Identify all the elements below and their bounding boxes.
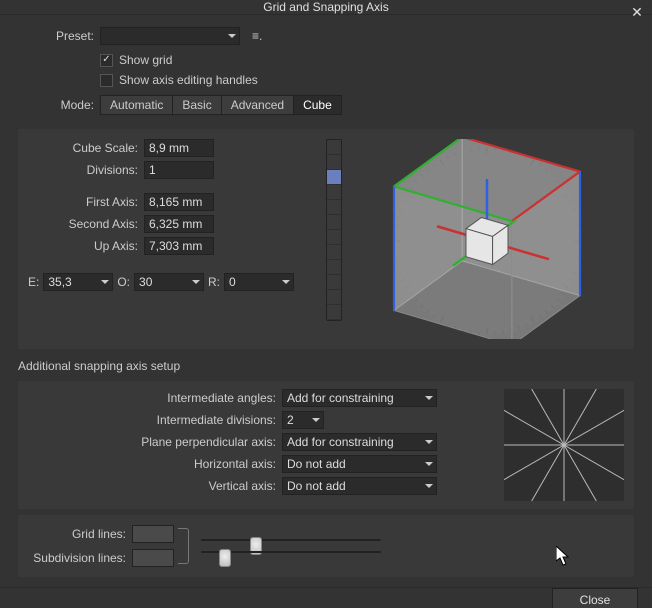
grid-lines-color-swatch[interactable] bbox=[132, 525, 174, 543]
vertical-axis-select[interactable]: Do not add bbox=[282, 477, 437, 495]
link-icon[interactable] bbox=[178, 528, 189, 564]
show-grid-label: Show grid bbox=[119, 53, 172, 67]
e-label: E: bbox=[28, 275, 39, 289]
vertical-axis-value: Do not add bbox=[287, 479, 346, 493]
chevron-down-icon bbox=[425, 396, 433, 400]
mode-tab-automatic[interactable]: Automatic bbox=[101, 96, 173, 114]
o-value: 30 bbox=[139, 275, 152, 289]
second-axis-input[interactable] bbox=[144, 215, 214, 233]
r-value: 0 bbox=[229, 275, 236, 289]
chevron-down-icon bbox=[425, 484, 433, 488]
mode-tabs: Automatic Basic Advanced Cube bbox=[100, 95, 342, 115]
mode-tab-basic[interactable]: Basic bbox=[173, 96, 221, 114]
second-axis-label: Second Axis: bbox=[28, 217, 138, 231]
up-axis-label: Up Axis: bbox=[28, 239, 138, 253]
intermediate-divisions-label: Intermediate divisions: bbox=[28, 413, 276, 427]
first-axis-input[interactable] bbox=[144, 193, 214, 211]
show-axis-handles-label: Show axis editing handles bbox=[119, 73, 258, 87]
cube-orientation-preview[interactable] bbox=[382, 139, 592, 339]
mode-tab-cube[interactable]: Cube bbox=[294, 96, 341, 114]
grid-lines-label: Grid lines: bbox=[28, 527, 126, 541]
vertical-axis-label: Vertical axis: bbox=[28, 479, 276, 493]
chevron-down-icon bbox=[282, 280, 290, 284]
subdivision-lines-color-swatch[interactable] bbox=[132, 549, 174, 567]
o-label: O: bbox=[117, 275, 130, 289]
chevron-down-icon bbox=[101, 280, 109, 284]
close-button[interactable]: Close bbox=[552, 588, 638, 608]
chevron-down-icon bbox=[228, 34, 236, 38]
chevron-down-icon bbox=[425, 440, 433, 444]
cube-scale-input[interactable] bbox=[144, 139, 214, 157]
intermediate-divisions-select[interactable]: 2 bbox=[282, 411, 324, 429]
o-select[interactable]: 30 bbox=[134, 273, 204, 291]
chevron-down-icon bbox=[312, 418, 320, 422]
horizontal-axis-label: Horizontal axis: bbox=[28, 457, 276, 471]
r-label: R: bbox=[208, 275, 220, 289]
show-grid-checkbox[interactable] bbox=[100, 54, 113, 67]
divisions-input[interactable] bbox=[144, 161, 214, 179]
mode-label: Mode: bbox=[54, 98, 94, 112]
chevron-down-icon bbox=[425, 462, 433, 466]
plane-perp-value: Add for constraining bbox=[287, 435, 394, 449]
preset-label: Preset: bbox=[54, 29, 94, 43]
e-select[interactable]: 35,3 bbox=[43, 273, 113, 291]
subdivision-lines-slider[interactable] bbox=[201, 551, 381, 553]
mode-tab-advanced[interactable]: Advanced bbox=[222, 96, 294, 114]
first-axis-label: First Axis: bbox=[28, 195, 138, 209]
intermediate-angles-value: Add for constraining bbox=[287, 391, 394, 405]
divisions-label: Divisions: bbox=[28, 163, 138, 177]
additional-snapping-title: Additional snapping axis setup bbox=[18, 359, 634, 373]
intermediate-divisions-value: 2 bbox=[287, 413, 294, 427]
intermediate-angles-label: Intermediate angles: bbox=[28, 391, 276, 405]
preset-select[interactable] bbox=[100, 27, 240, 45]
subdivision-lines-label: Subdivision lines: bbox=[28, 551, 126, 565]
vertical-scale[interactable] bbox=[326, 139, 342, 321]
angles-preview bbox=[504, 389, 624, 501]
cube-scale-label: Cube Scale: bbox=[28, 141, 138, 155]
plane-perp-label: Plane perpendicular axis: bbox=[28, 435, 276, 449]
e-value: 35,3 bbox=[48, 275, 71, 289]
close-icon[interactable]: ✕ bbox=[628, 3, 646, 21]
horizontal-axis-value: Do not add bbox=[287, 457, 346, 471]
up-axis-input[interactable] bbox=[144, 237, 214, 255]
horizontal-axis-select[interactable]: Do not add bbox=[282, 455, 437, 473]
slider-thumb[interactable] bbox=[219, 549, 231, 567]
preset-options-icon[interactable]: ≡. bbox=[252, 29, 262, 43]
show-axis-handles-checkbox[interactable] bbox=[100, 74, 113, 87]
intermediate-angles-select[interactable]: Add for constraining bbox=[282, 389, 437, 407]
window-title: Grid and Snapping Axis bbox=[263, 0, 388, 14]
r-select[interactable]: 0 bbox=[224, 273, 294, 291]
grid-lines-slider[interactable] bbox=[201, 539, 381, 541]
plane-perp-select[interactable]: Add for constraining bbox=[282, 433, 437, 451]
chevron-down-icon bbox=[192, 280, 200, 284]
